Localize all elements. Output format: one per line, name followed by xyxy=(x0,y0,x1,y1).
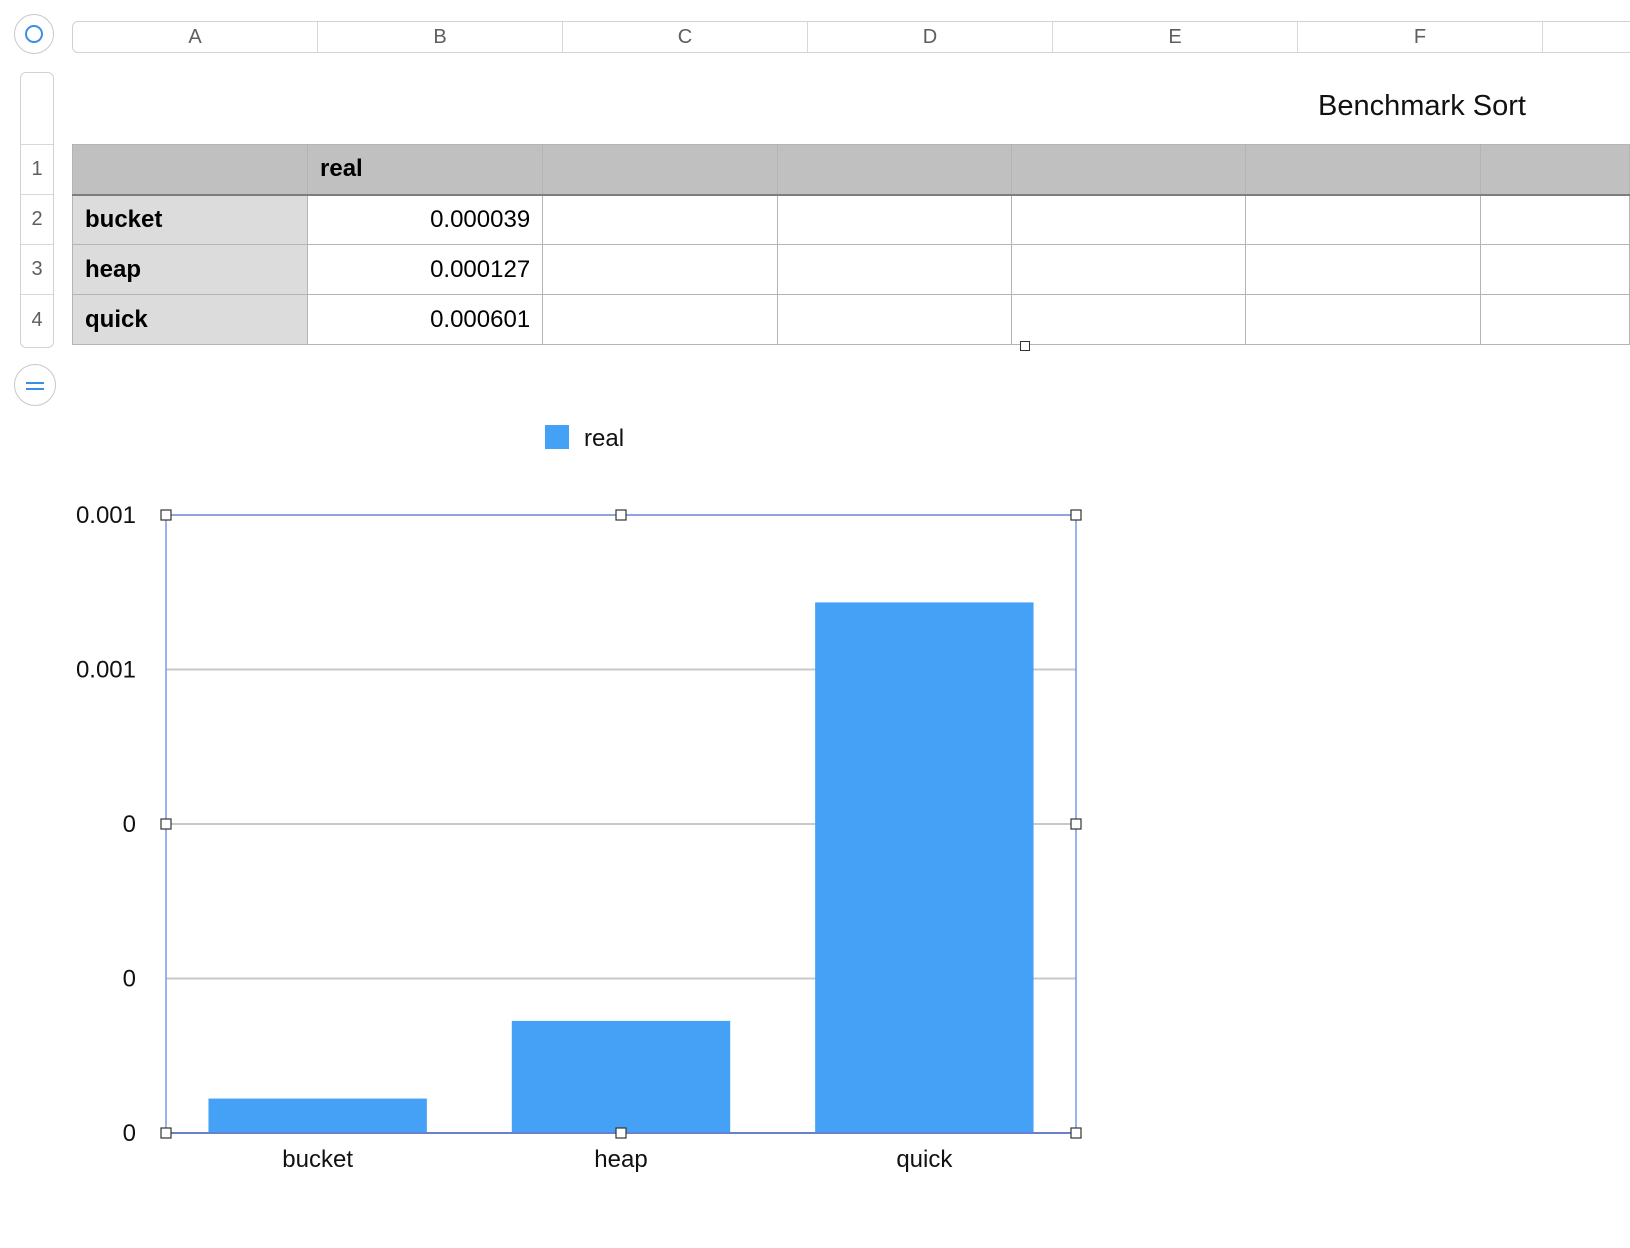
empty-cell[interactable] xyxy=(542,244,778,295)
table-title[interactable]: Benchmark Sort xyxy=(1318,90,1526,122)
equals-icon xyxy=(26,382,44,384)
data-table: real bucket 0.000039 heap 0.000127 quick… xyxy=(72,144,1630,345)
legend-label: real xyxy=(584,425,624,452)
column-header-b[interactable]: B xyxy=(318,22,563,52)
column-header-e[interactable]: E xyxy=(1053,22,1298,52)
empty-cell[interactable] xyxy=(542,294,778,345)
table-resize-handle[interactable] xyxy=(1020,341,1030,351)
header-cell-d[interactable] xyxy=(776,144,1013,196)
empty-cell[interactable] xyxy=(1011,194,1247,245)
empty-cell[interactable] xyxy=(776,194,1013,245)
column-header-a[interactable]: A xyxy=(73,22,318,52)
row-header-4[interactable]: 4 xyxy=(31,308,43,331)
column-header-c[interactable]: C xyxy=(563,22,808,52)
bar-heap[interactable] xyxy=(511,1020,731,1133)
value-cell[interactable]: 0.000039 xyxy=(306,194,544,245)
value-cell[interactable]: 0.000127 xyxy=(306,244,544,295)
circle-icon xyxy=(25,25,43,43)
y-tick-label: 0 xyxy=(123,1120,136,1147)
y-tick-label: 0.001 xyxy=(76,502,136,529)
equals-icon-line xyxy=(26,388,44,390)
header-cell-g[interactable] xyxy=(1479,144,1630,196)
empty-cell[interactable] xyxy=(776,294,1013,345)
row-header-bar: 1 2 3 4 xyxy=(20,72,54,348)
row-header-1[interactable]: 1 xyxy=(21,145,53,195)
row-header-3[interactable]: 3 xyxy=(21,245,53,295)
chart-resize-handle[interactable] xyxy=(615,509,627,521)
table-row: bucket 0.000039 xyxy=(72,194,1630,245)
chart-resize-handle[interactable] xyxy=(1070,1127,1082,1139)
header-cell-real[interactable]: real xyxy=(306,144,544,196)
chart-resize-handle[interactable] xyxy=(160,509,172,521)
empty-cell[interactable] xyxy=(1479,294,1630,345)
empty-cell[interactable] xyxy=(1011,294,1247,345)
empty-cell[interactable] xyxy=(1011,244,1247,295)
empty-cell[interactable] xyxy=(1479,194,1630,245)
chart-resize-handle[interactable] xyxy=(160,818,172,830)
legend-swatch xyxy=(545,425,569,449)
row-header-2[interactable]: 2 xyxy=(21,195,53,245)
x-tick-label: quick xyxy=(896,1146,953,1173)
empty-cell[interactable] xyxy=(1245,194,1481,245)
value-cell[interactable]: 0.000601 xyxy=(306,294,544,345)
table-row: heap 0.000127 xyxy=(72,244,1630,295)
bar-chart[interactable]: 0 0 0 0.001 0.001 bucket heap quick real xyxy=(0,400,1100,1200)
empty-cell[interactable] xyxy=(1245,294,1481,345)
row-header-title-space xyxy=(21,73,53,145)
column-header-f[interactable]: F xyxy=(1298,22,1543,52)
header-cell-c[interactable] xyxy=(542,144,778,196)
empty-cell[interactable] xyxy=(1245,244,1481,295)
chart-resize-handle[interactable] xyxy=(615,1127,627,1139)
header-cell-f[interactable] xyxy=(1245,144,1481,196)
column-header-d[interactable]: D xyxy=(808,22,1053,52)
empty-cell[interactable] xyxy=(1479,244,1630,295)
table-row: quick 0.000601 xyxy=(72,294,1630,345)
table-header-row: real xyxy=(72,144,1630,196)
header-cell-a[interactable] xyxy=(72,144,308,196)
bar-quick[interactable] xyxy=(815,602,1034,1133)
y-tick-label: 0.001 xyxy=(76,657,136,684)
x-tick-label: heap xyxy=(594,1146,647,1173)
column-header-g[interactable] xyxy=(1543,22,1630,52)
empty-cell[interactable] xyxy=(776,244,1013,295)
chart-resize-handle[interactable] xyxy=(1070,818,1082,830)
x-tick-label: bucket xyxy=(282,1146,353,1173)
bar-bucket[interactable] xyxy=(208,1098,427,1133)
row-label-cell[interactable]: quick xyxy=(72,294,308,345)
y-tick-label: 0 xyxy=(123,966,136,993)
header-cell-e[interactable] xyxy=(1011,144,1247,196)
y-tick-label: 0 xyxy=(123,811,136,838)
add-row-button[interactable] xyxy=(14,364,56,406)
chart-resize-handle[interactable] xyxy=(160,1127,172,1139)
row-label-cell[interactable]: heap xyxy=(72,244,308,295)
empty-cell[interactable] xyxy=(542,194,778,245)
chart-resize-handle[interactable] xyxy=(1070,509,1082,521)
row-label-cell[interactable]: bucket xyxy=(72,194,308,245)
select-all-button[interactable] xyxy=(14,14,54,54)
column-header-bar: A B C D E F xyxy=(72,21,1630,53)
